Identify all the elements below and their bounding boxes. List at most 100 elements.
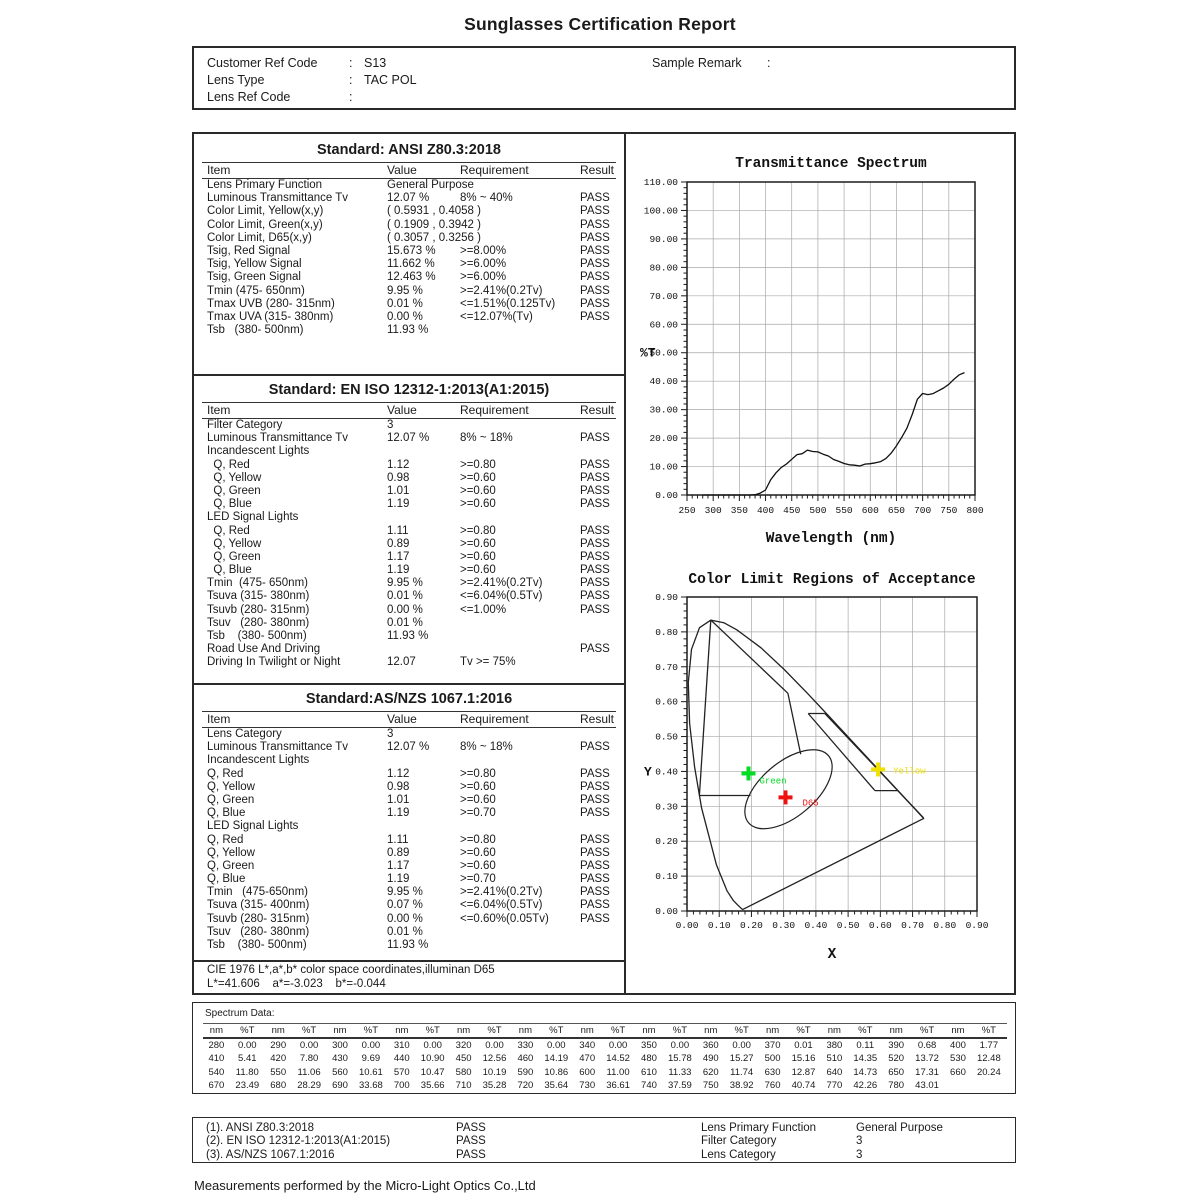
svg-text:Yellow: Yellow bbox=[893, 766, 926, 776]
col-requirement: Requirement bbox=[460, 403, 529, 417]
spectrum-col-header: %T bbox=[858, 1025, 873, 1036]
svg-text:0.00: 0.00 bbox=[676, 920, 699, 931]
table-cell: Luminous Transmittance Tv bbox=[207, 741, 349, 754]
transmittance-cell: 11.00 bbox=[606, 1066, 630, 1078]
transmittance-cell: 43.01 bbox=[915, 1080, 939, 1092]
table-cell: 0.00 % bbox=[387, 912, 423, 925]
spectrum-col-header: %T bbox=[981, 1025, 996, 1036]
svg-text:0.20: 0.20 bbox=[740, 920, 763, 931]
table-cell: PASS bbox=[580, 484, 610, 497]
table-header: Item Value Requirement Result bbox=[202, 402, 616, 419]
svg-text:0.70: 0.70 bbox=[901, 920, 924, 931]
table-cell: >=2.41%(0.2Tv) bbox=[460, 886, 543, 899]
summary-cell: 3 bbox=[856, 1148, 863, 1161]
wavelength-cell: 740 bbox=[641, 1080, 657, 1092]
wavelength-cell: 310 bbox=[393, 1040, 410, 1051]
spectrum-col-header: %T bbox=[734, 1025, 749, 1036]
customer-ref-label: Customer Ref Code bbox=[207, 56, 318, 70]
table-row: Color Limit, Yellow(x,y) ( 0.5931 , 0.405… bbox=[202, 205, 616, 218]
transmittance-cell: 12.87 bbox=[791, 1066, 816, 1078]
table-cell: >=2.41%(0.2Tv) bbox=[460, 284, 543, 297]
spectrum-data-label: Spectrum Data: bbox=[205, 1008, 275, 1019]
transmittance-cell: 17.31 bbox=[915, 1066, 939, 1078]
col-value: Value bbox=[387, 712, 417, 726]
table-cell: >=6.00% bbox=[460, 271, 507, 284]
table-cell: 15.673 % bbox=[387, 244, 436, 257]
transmittance-cell: 0.68 bbox=[917, 1040, 937, 1051]
table-row: Tsig, Yellow Signal 11.662 % >=6.00% PASS bbox=[202, 258, 616, 271]
table-cell: Q, Blue bbox=[207, 564, 252, 577]
table-cell: >=0.60 bbox=[460, 471, 496, 484]
spectrum-table-row: 280 0.00 290 0.00 300 0.00 310 0.00 320 0.00 330 0.… bbox=[203, 1039, 1007, 1052]
table-cell: Incandescent Lights bbox=[207, 445, 310, 458]
wavelength-cell: 550 bbox=[270, 1066, 287, 1078]
table-row: Tmin (475- 650nm) 9.95 % >=2.41%(0.2Tv) PAS… bbox=[202, 285, 616, 298]
table-cell: Tsig, Red Signal bbox=[207, 244, 291, 257]
wavelength-cell: 750 bbox=[702, 1080, 719, 1092]
standard-section-ansi: Standard: ANSI Z80.3:2018 Item Value Req… bbox=[194, 140, 624, 337]
standards-panel: Standard: ANSI Z80.3:2018 Item Value Req… bbox=[194, 134, 624, 993]
table-cell: 8% ~ 40% bbox=[460, 192, 513, 205]
table-cell: >=8.00% bbox=[460, 244, 507, 257]
table-cell: 11.662 % bbox=[387, 258, 435, 271]
table-row: Tsb (380- 500nm) 11.93 % bbox=[202, 630, 616, 643]
table-cell: Color Limit, Yellow(x,y) bbox=[207, 205, 324, 218]
svg-text:300: 300 bbox=[705, 505, 722, 516]
wavelength-cell: 320 bbox=[455, 1040, 472, 1051]
table-cell: 1.17 bbox=[387, 859, 410, 872]
summary-row: (3). AS/NZS 1067.1:2016 PASS Lens Category… bbox=[193, 1149, 1015, 1162]
table-row: Q, Yellow 0.89 >=0.60 PASS bbox=[202, 538, 616, 551]
table-cell: 0.98 bbox=[387, 780, 410, 793]
col-requirement: Requirement bbox=[460, 712, 529, 726]
standard-table-rows: Lens Primary Function General Purpose Lumi… bbox=[202, 179, 616, 337]
spectrum-table-header: nm %T nm %T nm %T nm %T nm %T nm %T nm %T nm %T nm %T nm %T… bbox=[203, 1023, 1007, 1039]
spectrum-table-row: 670 23.49 680 28.29 690 33.68 700 35.66 710 35.28… bbox=[203, 1079, 1007, 1092]
transmittance-cell: 0.00 bbox=[670, 1040, 690, 1051]
wavelength-cell: 500 bbox=[764, 1053, 781, 1065]
wavelength-cell: 660 bbox=[950, 1066, 966, 1078]
spectrum-col-header: nm bbox=[827, 1025, 841, 1036]
table-row: Q, Green 1.17 >=0.60 PASS bbox=[202, 860, 616, 873]
wavelength-cell: 380 bbox=[826, 1040, 843, 1051]
table-cell: Tmax UVA (315- 380nm) bbox=[207, 310, 334, 323]
section-divider bbox=[194, 960, 624, 962]
table-cell: 0.01 % bbox=[387, 297, 423, 310]
standard-table-rows: Lens Category 3 Luminous Transmittance Tv 1… bbox=[202, 728, 616, 952]
table-cell: Filter Category bbox=[207, 419, 283, 431]
wavelength-cell: 420 bbox=[270, 1053, 287, 1065]
table-cell: Q, Red bbox=[207, 524, 250, 537]
table-cell: Tsuva (315- 380nm) bbox=[207, 590, 310, 603]
wavelength-cell: 570 bbox=[393, 1066, 410, 1078]
wavelength-cell: 700 bbox=[393, 1080, 410, 1092]
table-row: Driving In Twilight or Night 12.07 Tv >= 7… bbox=[202, 656, 616, 669]
table-cell: PASS bbox=[580, 899, 610, 912]
summary-cell: (1). ANSI Z80.3:2018 bbox=[206, 1122, 315, 1134]
col-requirement: Requirement bbox=[460, 163, 529, 177]
table-cell: 1.01 bbox=[387, 484, 410, 497]
summary-cell: Filter Category bbox=[701, 1135, 777, 1148]
spectrum-col-header: %T bbox=[425, 1025, 440, 1036]
spectrum-table-row: 540 11.80 550 11.06 560 10.61 570 10.47 580 10.19… bbox=[203, 1066, 1007, 1079]
standard-section-asnzs: Standard:AS/NZS 1067.1:2016 Item Value R… bbox=[194, 689, 624, 952]
transmittance-cell: 12.48 bbox=[976, 1053, 1001, 1065]
col-result: Result bbox=[580, 403, 615, 417]
wavelength-cell: 290 bbox=[270, 1040, 287, 1051]
table-cell: 9.95 % bbox=[387, 577, 423, 590]
col-item: Item bbox=[207, 712, 231, 726]
table-cell: 11.93 % bbox=[387, 324, 429, 337]
transmittance-cell: 0.00 bbox=[732, 1040, 751, 1051]
table-cell: 12.07 % bbox=[387, 192, 430, 205]
table-cell: PASS bbox=[580, 846, 610, 859]
table-row: LED Signal Lights bbox=[202, 511, 616, 524]
col-result: Result bbox=[580, 163, 615, 177]
table-cell: >=0.60 bbox=[460, 484, 496, 497]
table-cell: PASS bbox=[580, 859, 610, 872]
table-cell: 8% ~ 18% bbox=[460, 741, 513, 754]
table-cell: Q, Green bbox=[207, 484, 261, 497]
svg-text:40.00: 40.00 bbox=[649, 376, 678, 387]
table-row: Luminous Transmittance Tv 12.07 % 8% ~ 18%… bbox=[202, 432, 616, 445]
spectrum-table-row: 410 5.41 420 7.80 430 9.69 440 10.90 450 12.56 460… bbox=[203, 1052, 1007, 1065]
table-cell: 12.463 % bbox=[387, 271, 436, 284]
table-cell: Tsb (380- 500nm) bbox=[207, 939, 307, 951]
transmittance-cell: 11.33 bbox=[668, 1066, 692, 1078]
